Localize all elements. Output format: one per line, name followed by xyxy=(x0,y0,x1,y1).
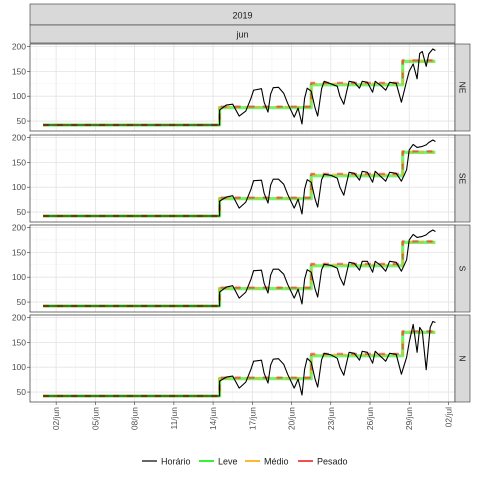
legend-item-pesado: Pesado xyxy=(298,457,348,467)
panel-background xyxy=(30,225,455,312)
strip-year: 2019 xyxy=(29,3,456,26)
panel-ne: 50 100 150 200 NE xyxy=(12,41,471,134)
y-tick-label: 200 xyxy=(12,41,26,51)
x-tick-label: 23/jun xyxy=(326,407,336,430)
legend-item-leve: Leve xyxy=(199,457,238,467)
strip-region-label: S xyxy=(458,266,468,272)
x-tick-label: 17/jun xyxy=(247,407,257,430)
x-tick-label: 14/jun xyxy=(208,407,218,430)
panel-s: 50 100 150 200 S xyxy=(12,222,471,315)
x-tick-label: 02/jul xyxy=(443,407,453,427)
x-tick-label: 26/jun xyxy=(365,407,375,430)
y-tick-label: 150 xyxy=(12,157,26,167)
y-tick-label: 50 xyxy=(17,116,27,126)
series-pesado-line xyxy=(43,59,436,127)
legend-label: Leve xyxy=(218,457,238,467)
series-horario-line xyxy=(43,48,436,126)
y-tick-label: 150 xyxy=(12,337,26,347)
y-tick-label: 150 xyxy=(12,66,26,76)
y-tick-label: 100 xyxy=(12,272,26,282)
x-tick-label: 02/jun xyxy=(51,407,61,430)
x-tick-label: 05/jun xyxy=(90,407,100,430)
strip-month-label: jun xyxy=(235,30,248,40)
strip-region-ne: NE xyxy=(454,43,471,132)
strip-region-label: NE xyxy=(458,82,468,94)
series-pesado-line xyxy=(43,330,436,398)
x-axis: 02/jun 05/jun 08/jun 11/jun 14/jun 17/jun 20/j… xyxy=(51,402,453,430)
legend-label: Horário xyxy=(161,457,191,467)
strip-year-label: 2019 xyxy=(232,11,252,21)
series-horario-line xyxy=(43,139,436,217)
legend-item-horario: Horário xyxy=(142,457,191,467)
panel-background xyxy=(30,135,455,222)
strip-region-label: SE xyxy=(458,173,468,185)
panel-se: 50 100 150 200 SE xyxy=(12,132,471,225)
y-tick-label: 100 xyxy=(12,91,26,101)
y-tick-label: 50 xyxy=(17,297,27,307)
series-horario-line xyxy=(43,229,436,307)
y-tick-label: 200 xyxy=(12,132,26,142)
y-tick-label: 150 xyxy=(12,247,26,257)
x-tick-label: 11/jun xyxy=(169,407,179,430)
legend-label: Médio xyxy=(264,457,289,467)
strip-region-s: S xyxy=(454,224,471,313)
panel-n: 50 100 150 200 N xyxy=(12,312,471,405)
y-tick-label: 100 xyxy=(12,182,26,192)
x-tick-label: 20/jun xyxy=(287,407,297,430)
x-tick-label: 08/jun xyxy=(130,407,140,430)
y-tick-label: 50 xyxy=(17,207,27,217)
series-pesado-line xyxy=(43,150,436,218)
series-horario-line xyxy=(43,320,436,397)
gridlines xyxy=(30,135,455,225)
panel-background xyxy=(30,44,455,131)
y-tick-label: 200 xyxy=(12,222,26,232)
panel-background xyxy=(30,315,455,402)
strip-region-n: N xyxy=(454,314,471,403)
legend-label: Pesado xyxy=(317,457,348,467)
gridlines xyxy=(30,225,455,315)
y-tick-label: 100 xyxy=(12,362,26,372)
strip-month: jun xyxy=(29,24,456,44)
strip-region-se: SE xyxy=(454,134,471,223)
panels: 50100150200NE50100150200SE50100150200S50… xyxy=(12,41,471,405)
strip-region-label: N xyxy=(458,355,468,361)
legend-item-medio: Médio xyxy=(245,457,289,467)
gridlines xyxy=(30,315,455,405)
y-tick-label: 50 xyxy=(17,387,27,397)
legend: Horário Leve Médio Pesado xyxy=(142,457,348,467)
x-tick-label: 29/jun xyxy=(404,407,414,430)
series-pesado-line xyxy=(43,240,436,308)
y-tick-label: 200 xyxy=(12,312,26,322)
